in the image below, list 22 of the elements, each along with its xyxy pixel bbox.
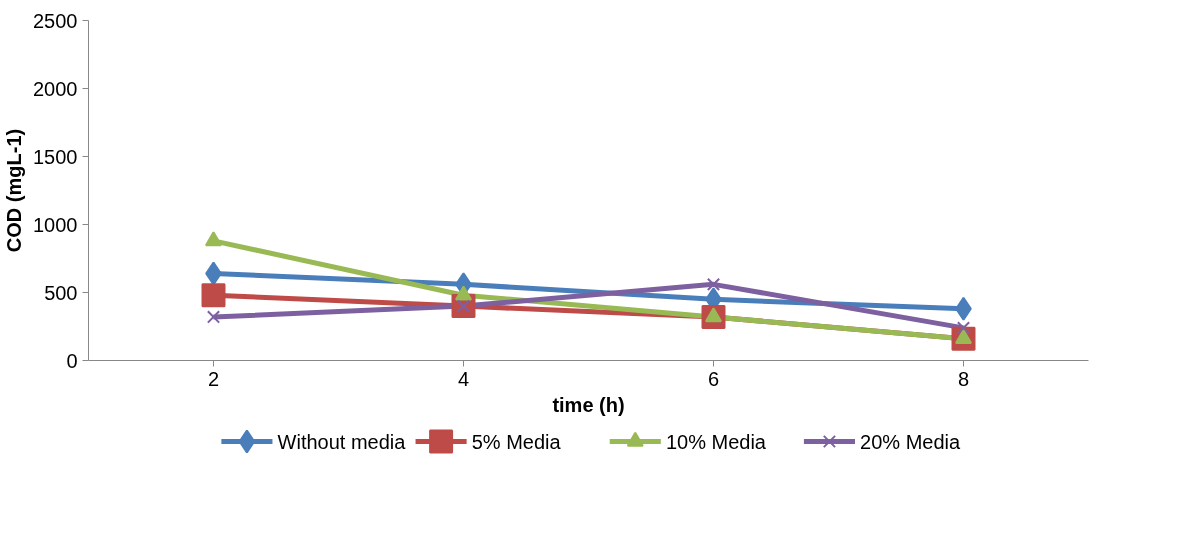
point [205,231,222,247]
y-tick-label: 500 [44,281,78,304]
legend-label: 5% Media [471,430,562,453]
legend-label: 20% Media [860,430,962,453]
x-tick-label: 2 [207,367,220,390]
y-tick-label: 1000 [33,213,78,236]
legend-label: Without media [277,430,407,453]
x-tick-label: 8 [957,367,970,390]
y-tick-label: 2000 [33,77,78,100]
point [455,285,472,301]
y-tick-label: 2500 [33,9,78,32]
y-axis-title: COD (mgL-1) [3,128,26,253]
point [706,277,721,291]
point [201,283,226,308]
point [956,321,971,335]
y-tick-label: 0 [66,349,78,372]
y-tick-label: 1500 [33,145,78,168]
x-tick-label: 6 [707,367,720,390]
legend-label: 10% Media [665,430,767,453]
x-axis-title: time (h) [552,393,625,416]
point [206,310,221,324]
x-tick-label: 4 [457,367,470,390]
